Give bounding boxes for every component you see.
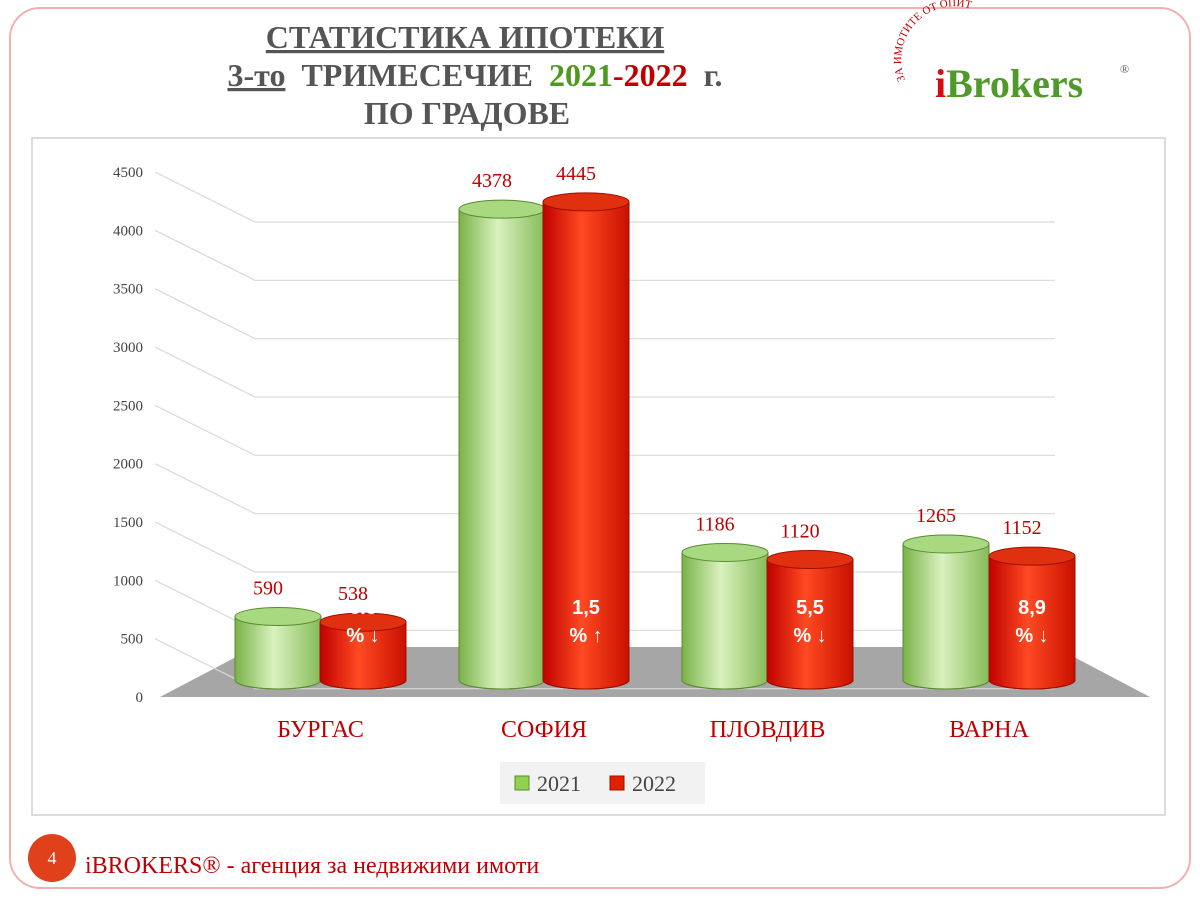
chart-title: СТАТИСТИКА ИПОТЕКИ bbox=[266, 19, 665, 55]
value-label: 590 bbox=[253, 578, 283, 600]
x-tick-label: БУРГАС bbox=[277, 717, 364, 743]
x-tick-label: СОФИЯ bbox=[501, 717, 587, 743]
change-annotation: 1,5 % ↑ bbox=[569, 597, 603, 647]
value-label: 4378 bbox=[472, 170, 512, 192]
legend-swatch bbox=[609, 775, 625, 791]
grid-line bbox=[154, 288, 1055, 340]
grid-line bbox=[154, 463, 1055, 515]
cylinder-side bbox=[234, 616, 322, 690]
bar bbox=[320, 622, 406, 680]
logo-brand: Brokers bbox=[946, 61, 1083, 106]
cylinder-side bbox=[458, 209, 546, 690]
chart-subtitle: 3-то ТРИМЕСЕЧИЕ 2021-2022 г. bbox=[227, 57, 722, 93]
footer-text: iBROKERS® - агенция за недвижими имоти bbox=[85, 853, 539, 879]
value-label: 1186 bbox=[695, 513, 734, 535]
bar bbox=[767, 559, 853, 680]
bar bbox=[903, 543, 989, 680]
subtitle-part: ТРИМЕСЕЧИЕ bbox=[301, 57, 533, 93]
cylinder-top bbox=[681, 542, 769, 562]
bar bbox=[235, 616, 321, 680]
grid-line bbox=[154, 404, 1055, 456]
subtitle-part: 2022 bbox=[624, 57, 688, 93]
value-label: 4445 bbox=[556, 163, 596, 185]
x-tick-label: ВАРНА bbox=[949, 717, 1030, 743]
chart-area bbox=[31, 137, 1166, 816]
page-number: 4 bbox=[48, 848, 57, 868]
grid-line bbox=[154, 638, 1055, 690]
cylinder-side bbox=[766, 559, 854, 690]
cylinder-top bbox=[766, 550, 854, 570]
logo-i: i bbox=[935, 61, 946, 106]
subtitle-part: 2021 bbox=[549, 57, 613, 93]
bar bbox=[989, 556, 1075, 680]
value-label: 538 bbox=[338, 583, 368, 605]
cylinder-top bbox=[234, 607, 322, 627]
bar bbox=[459, 209, 545, 681]
legend-box bbox=[500, 762, 705, 804]
legend-label: 2021 bbox=[537, 771, 581, 796]
y-tick-label: 4000 bbox=[113, 223, 143, 239]
logo: iBrokers bbox=[935, 61, 1083, 106]
cylinder-top bbox=[319, 612, 407, 632]
logo-registered: ® bbox=[1120, 62, 1129, 76]
cylinder-side bbox=[542, 201, 630, 690]
cylinder-top bbox=[542, 192, 630, 212]
y-tick-label: 2000 bbox=[113, 457, 143, 473]
chart-subtitle2: ПО ГРАДОВЕ bbox=[364, 95, 570, 131]
legend-swatch bbox=[514, 775, 530, 791]
x-tick-label: ПЛОВДИВ bbox=[710, 717, 826, 743]
subtitle-part: - bbox=[613, 57, 624, 93]
cylinder-side bbox=[902, 543, 990, 690]
y-tick-label: 1500 bbox=[113, 515, 143, 531]
subtitle-part: г. bbox=[704, 57, 723, 93]
value-label: 1120 bbox=[780, 521, 819, 543]
subtitle-part: 3-то bbox=[227, 57, 285, 93]
value-label: 1152 bbox=[1002, 517, 1041, 539]
bar bbox=[543, 201, 629, 680]
y-tick-label: 1000 bbox=[113, 573, 143, 589]
legend-label: 2022 bbox=[632, 771, 676, 796]
cylinder-side bbox=[988, 556, 1076, 690]
page-badge bbox=[28, 834, 76, 882]
slide-frame bbox=[9, 7, 1191, 889]
y-tick-label: 0 bbox=[136, 690, 144, 706]
cylinder-top bbox=[988, 546, 1076, 566]
change-annotation: 5,5 % ↓ bbox=[793, 597, 827, 647]
grid-line bbox=[154, 171, 1055, 223]
cylinder-side bbox=[681, 552, 769, 690]
cylinder-top bbox=[458, 199, 546, 219]
grid-line bbox=[154, 229, 1055, 281]
value-label: 1265 bbox=[916, 505, 956, 527]
y-tick-label: 3000 bbox=[113, 340, 143, 356]
bar bbox=[682, 552, 768, 680]
cylinder-top bbox=[902, 534, 990, 554]
change-annotation: 8,9 % ↓ bbox=[1015, 597, 1049, 647]
y-tick-label: 2500 bbox=[113, 398, 143, 414]
y-tick-label: 4500 bbox=[113, 165, 143, 181]
grid-line bbox=[154, 346, 1055, 398]
y-tick-label: 500 bbox=[121, 632, 144, 648]
change-annotation: 8.8 % ↓ bbox=[346, 597, 380, 647]
y-tick-label: 3500 bbox=[113, 282, 143, 298]
cylinder-side bbox=[319, 622, 407, 690]
